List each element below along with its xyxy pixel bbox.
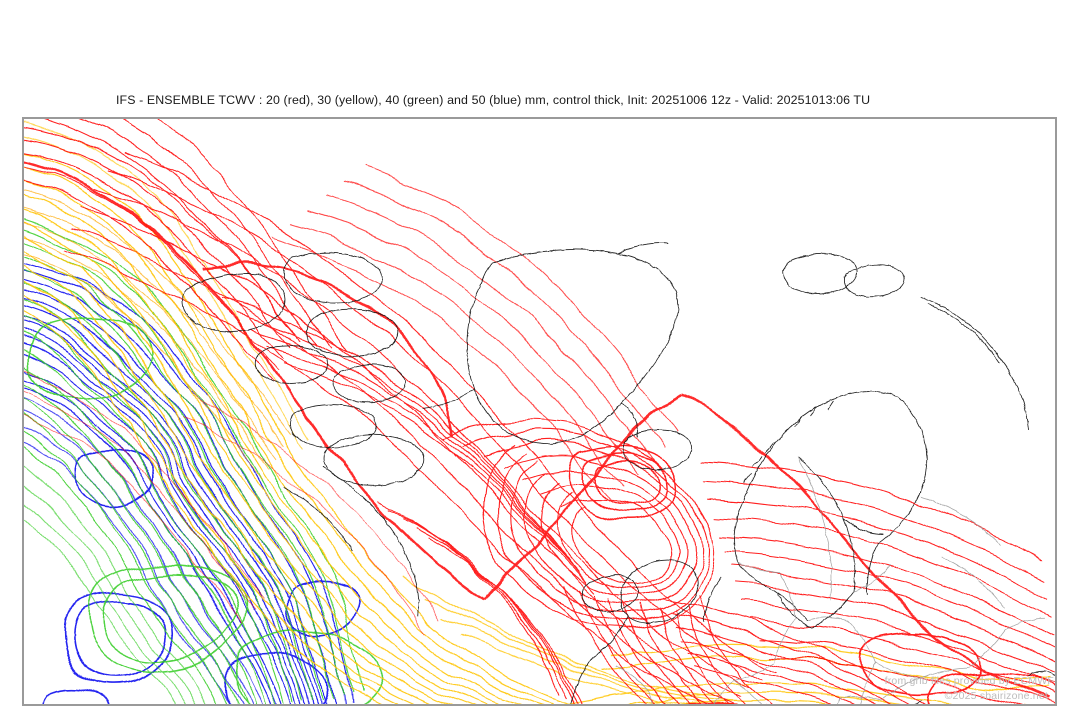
country-border-layer [615,456,1046,705]
contour-group-20mm [23,118,1056,705]
ensemble-spaghetti-map [23,118,1056,705]
map-panel[interactable] [22,117,1057,706]
page-title: IFS - ENSEMBLE TCWV : 20 (red), 30 (yell… [116,93,871,107]
contour-group-30mm [23,119,1052,705]
contour-group-30mm-secondary [23,189,291,480]
coastline-layer [182,242,1056,705]
control-member-trace [23,159,1052,702]
